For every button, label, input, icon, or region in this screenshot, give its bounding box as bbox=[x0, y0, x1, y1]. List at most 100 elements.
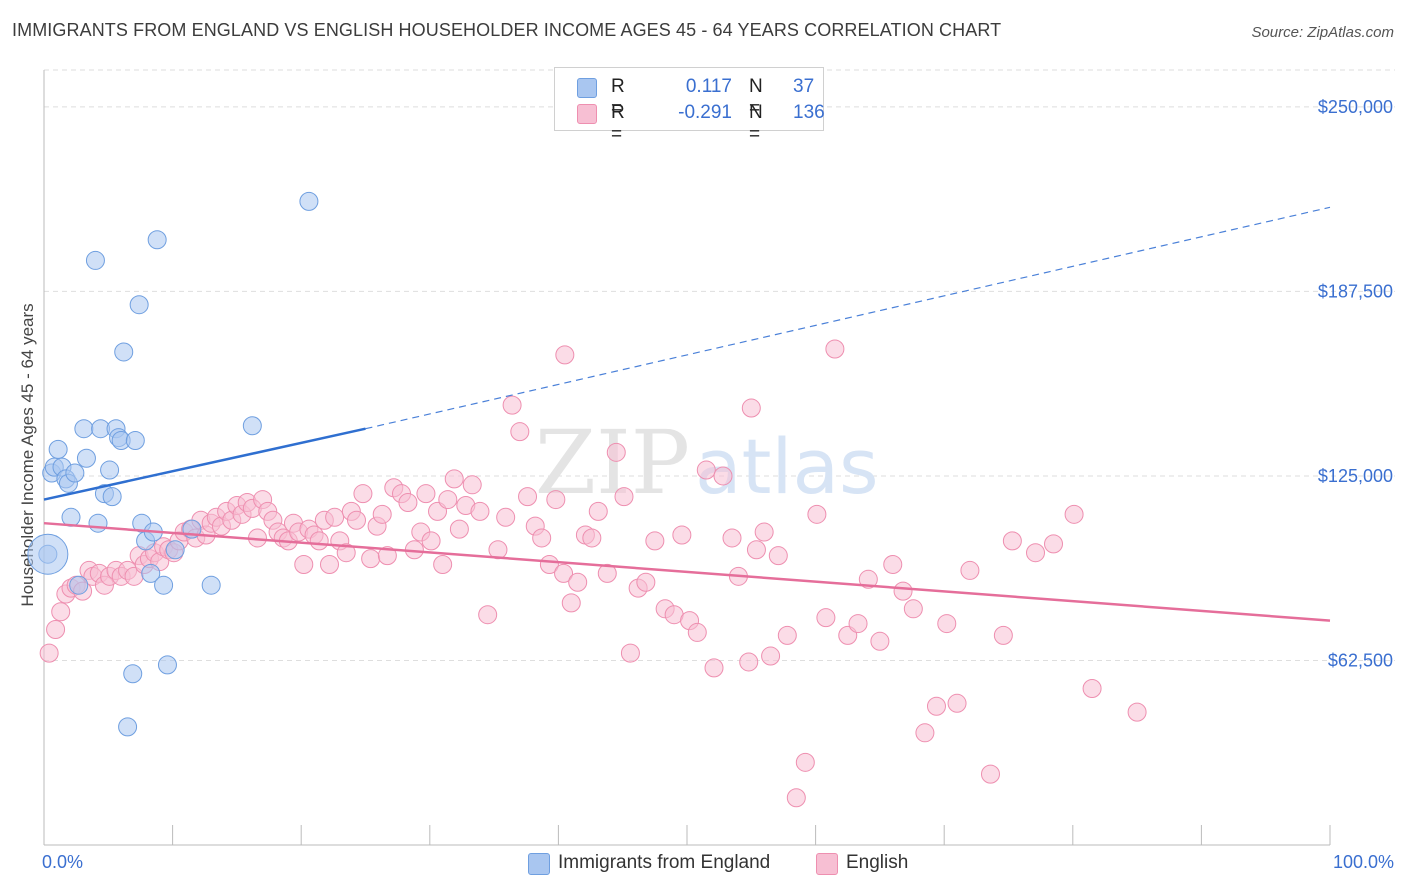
data-point bbox=[46, 619, 66, 639]
legend-n-label: N = bbox=[749, 102, 763, 145]
data-point bbox=[201, 575, 221, 595]
data-point bbox=[165, 540, 185, 560]
data-point bbox=[85, 250, 105, 270]
data-point bbox=[1082, 679, 1102, 699]
data-point bbox=[336, 543, 356, 563]
data-point bbox=[319, 555, 339, 575]
data-point bbox=[377, 546, 397, 566]
data-point bbox=[795, 752, 815, 772]
data-point bbox=[398, 493, 418, 513]
data-point bbox=[597, 563, 617, 583]
data-point bbox=[478, 605, 498, 625]
data-point bbox=[114, 342, 134, 362]
data-point-large bbox=[27, 533, 69, 575]
data-point bbox=[76, 448, 96, 468]
data-point bbox=[672, 525, 692, 545]
data-point bbox=[361, 549, 381, 569]
data-point bbox=[582, 528, 602, 548]
data-point bbox=[1002, 531, 1022, 551]
data-point bbox=[768, 546, 788, 566]
data-point bbox=[299, 191, 319, 211]
data-point bbox=[242, 416, 262, 436]
data-point bbox=[746, 540, 766, 560]
watermark-atlas: atlas bbox=[695, 422, 879, 511]
data-point bbox=[777, 625, 797, 645]
trend-line-england-extension bbox=[365, 206, 1331, 430]
y-tick-label: $250,000 bbox=[1318, 97, 1393, 117]
data-point bbox=[421, 531, 441, 551]
series-immigrants-from-england bbox=[27, 191, 319, 737]
data-point bbox=[444, 469, 464, 489]
data-point bbox=[883, 555, 903, 575]
data-point bbox=[309, 531, 329, 551]
data-point bbox=[606, 442, 626, 462]
data-point bbox=[722, 528, 742, 548]
source-label: Source: ZipAtlas.com bbox=[1251, 24, 1394, 41]
data-point bbox=[532, 528, 552, 548]
trend-line-england bbox=[43, 427, 366, 501]
y-tick-label: $62,500 bbox=[1328, 650, 1393, 670]
data-point bbox=[561, 593, 581, 613]
y-tick-labels: $62,500 $125,000 $187,500 $250,000 bbox=[1318, 97, 1393, 671]
axes bbox=[43, 70, 1331, 846]
data-point bbox=[1064, 504, 1084, 524]
y-tick-label: $125,000 bbox=[1318, 466, 1393, 486]
data-point bbox=[147, 230, 167, 250]
data-point bbox=[462, 475, 482, 495]
y-tick-label: $187,500 bbox=[1318, 281, 1393, 301]
data-point bbox=[325, 507, 345, 527]
data-point bbox=[754, 522, 774, 542]
data-point bbox=[154, 575, 174, 595]
data-point bbox=[416, 484, 436, 504]
data-point bbox=[123, 664, 143, 684]
data-point bbox=[438, 490, 458, 510]
data-point bbox=[858, 569, 878, 589]
data-point bbox=[696, 460, 716, 480]
data-point bbox=[510, 422, 530, 442]
data-point bbox=[993, 625, 1013, 645]
data-point bbox=[502, 395, 522, 415]
data-point bbox=[74, 419, 94, 439]
legend-r-label: R = bbox=[611, 76, 625, 119]
data-point bbox=[980, 764, 1000, 784]
data-point bbox=[555, 345, 575, 365]
data-point bbox=[51, 602, 71, 622]
data-point bbox=[926, 696, 946, 716]
trend-lines bbox=[43, 206, 1331, 622]
data-point bbox=[645, 531, 665, 551]
watermark: ZIP atlas bbox=[535, 411, 879, 514]
bottom-legend-label-england: Immigrants from England bbox=[558, 852, 771, 873]
data-point bbox=[470, 501, 490, 521]
data-point bbox=[937, 614, 957, 634]
data-point bbox=[1127, 702, 1147, 722]
legend-r-label: R = bbox=[611, 102, 625, 145]
data-point bbox=[816, 608, 836, 628]
data-point bbox=[915, 723, 935, 743]
data-point bbox=[546, 490, 566, 510]
bottom-legend-swatch-english bbox=[816, 853, 838, 875]
bottom-legend-swatch-england bbox=[528, 853, 550, 875]
data-point bbox=[129, 295, 149, 315]
data-point bbox=[960, 560, 980, 580]
data-point bbox=[125, 431, 145, 451]
legend-n-value: 136 bbox=[793, 102, 825, 123]
series-english bbox=[39, 339, 1147, 808]
legend-swatch-england bbox=[577, 78, 597, 98]
data-point bbox=[825, 339, 845, 359]
legend-r-value: -0.291 bbox=[678, 102, 732, 123]
data-point bbox=[102, 487, 122, 507]
data-point bbox=[294, 555, 314, 575]
data-point bbox=[141, 563, 161, 583]
data-point bbox=[449, 519, 469, 539]
data-point bbox=[433, 555, 453, 575]
data-point bbox=[636, 572, 656, 592]
data-point bbox=[893, 581, 913, 601]
data-point bbox=[346, 510, 366, 530]
data-point bbox=[713, 466, 733, 486]
gridlines bbox=[44, 69, 1395, 661]
data-point bbox=[48, 439, 68, 459]
data-point bbox=[947, 693, 967, 713]
data-point bbox=[903, 599, 923, 619]
data-point bbox=[620, 643, 640, 663]
